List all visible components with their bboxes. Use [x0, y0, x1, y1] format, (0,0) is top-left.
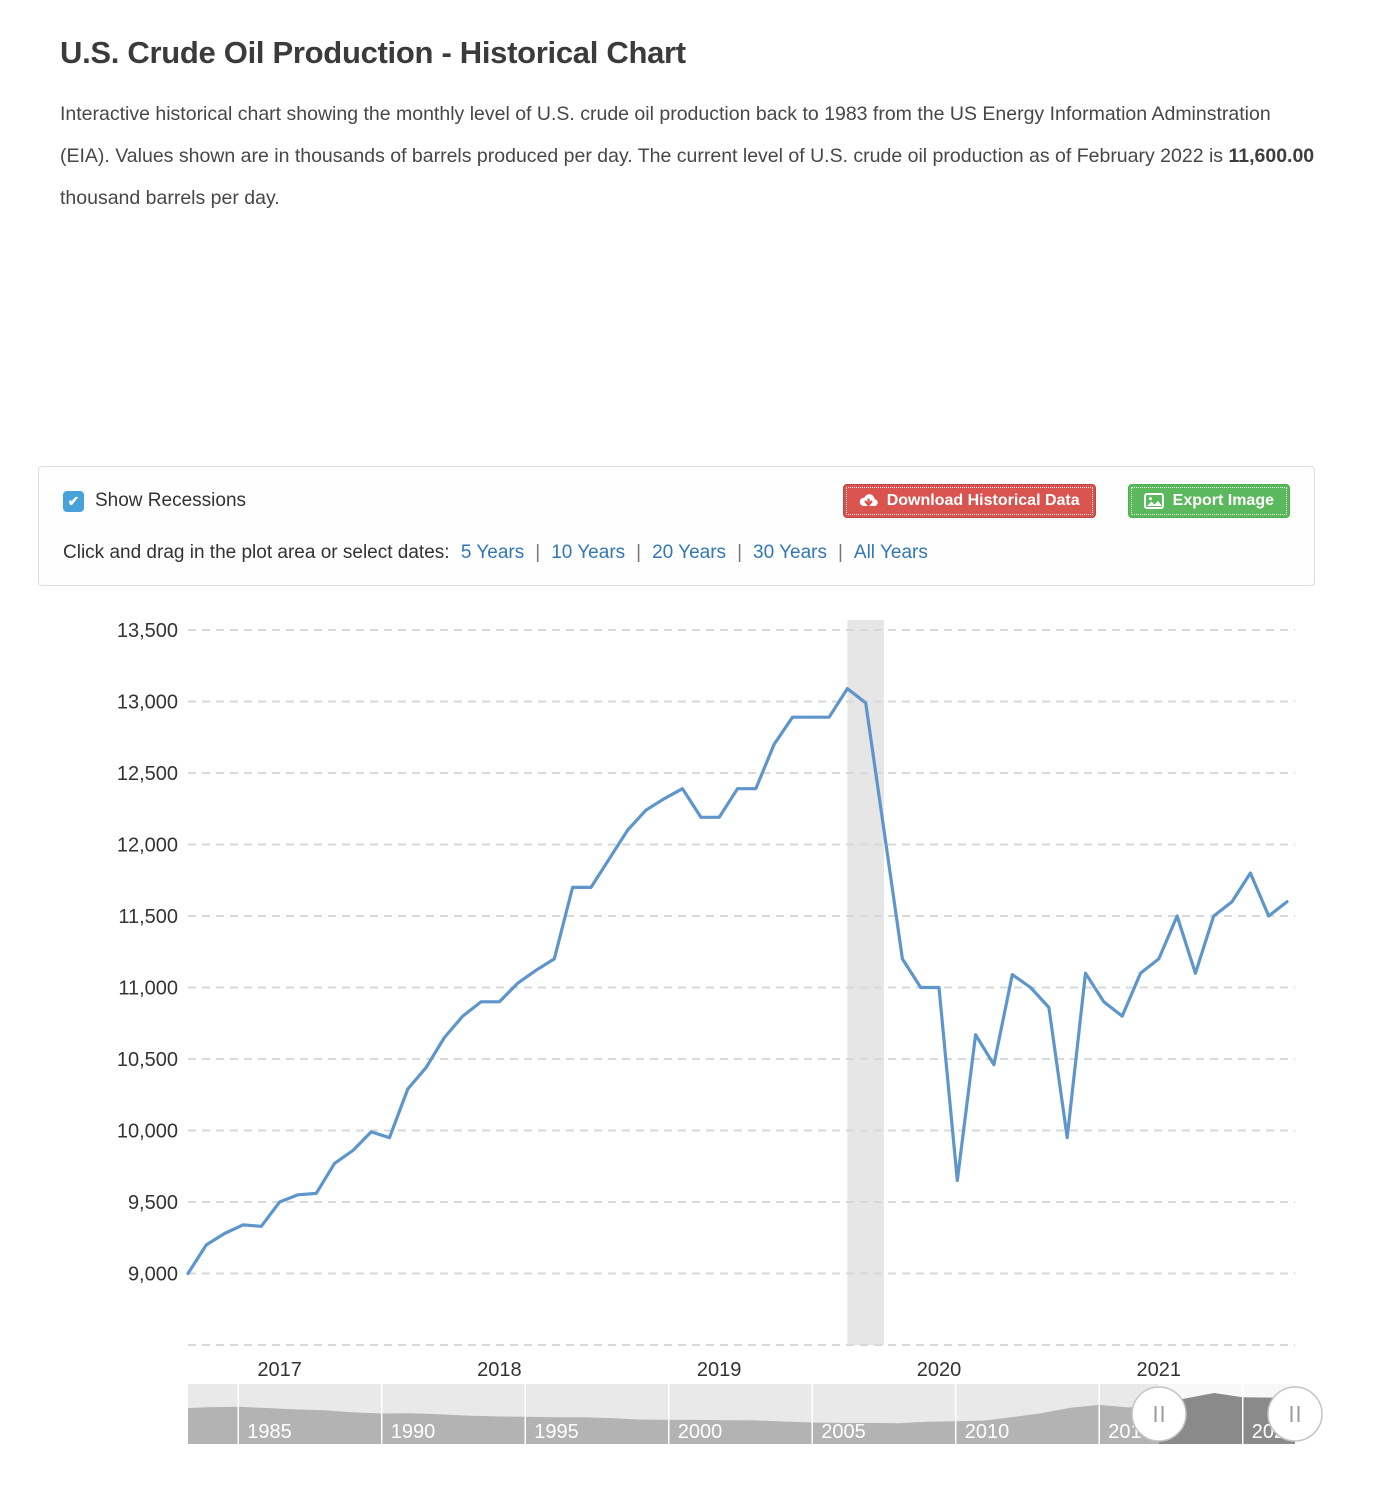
navigator-year-label: 2005: [821, 1421, 866, 1443]
navigator-year-label: 2010: [965, 1421, 1010, 1443]
show-recessions-label: Show Recessions: [95, 490, 247, 511]
plot-area[interactable]: [188, 620, 1295, 1345]
y-axis-label: 13,000: [117, 692, 178, 714]
export-image-button[interactable]: Export Image: [1127, 484, 1290, 518]
recession-band: [847, 620, 885, 1345]
range-link-all-years[interactable]: All Years: [853, 542, 928, 563]
page-title: U.S. Crude Oil Production - Historical C…: [60, 35, 686, 70]
range-link-10-years[interactable]: 10 Years: [551, 542, 626, 563]
download-button-label: Download Historical Data: [886, 492, 1080, 509]
production-line: [186, 686, 1289, 1276]
page-header: U.S. Crude Oil Production - Historical C…: [0, 0, 1393, 219]
y-axis-label: 11,000: [118, 978, 178, 1000]
range-links: 5 Years | 10 Years | 20 Years | 30 Years | All Y…: [461, 542, 928, 563]
navigator-year-label: 1995: [534, 1421, 579, 1443]
navigator[interactable]: 19851990199520002005201020152020: [188, 1384, 1323, 1444]
current-value: 11,600.00: [1228, 145, 1315, 168]
y-axis-label: 13,500: [117, 620, 178, 642]
x-axis-label: 2017: [257, 1359, 302, 1381]
export-image-icon: [1143, 493, 1164, 509]
description-text: Interactive historical chart showing the…: [60, 103, 1271, 168]
download-cloud-icon: [859, 493, 878, 506]
range-separator: |: [636, 542, 642, 563]
y-axis-label: 12,500: [117, 763, 178, 785]
y-axis-label: 10,500: [117, 1049, 178, 1071]
y-axis-label: 9,500: [128, 1192, 178, 1214]
range-link-20-years[interactable]: 20 Years: [652, 542, 727, 563]
navigator-handle-right[interactable]: [1267, 1386, 1323, 1442]
x-axis-label: 2019: [697, 1359, 742, 1381]
chart-controls-panel: ✔ Show Recessions Download Historical Da…: [38, 466, 1315, 586]
navigator-handle-left[interactable]: [1131, 1386, 1187, 1442]
description-text-end: thousand barrels per day.: [60, 187, 280, 210]
range-prompt: Click and drag in the plot area or selec…: [63, 542, 450, 563]
range-link-30-years[interactable]: 30 Years: [753, 542, 827, 563]
x-axis-label: 2018: [477, 1359, 522, 1381]
y-axis-label: 11,500: [118, 906, 178, 928]
y-axis-label: 9,000: [128, 1264, 178, 1286]
navigator-selected-silhouette: [1159, 1393, 1295, 1444]
navigator-year-label: 1990: [391, 1421, 436, 1443]
handle-circle: [1131, 1386, 1187, 1442]
show-recessions-checkbox[interactable]: ✔: [63, 490, 84, 512]
y-axis-label: 12,000: [117, 835, 178, 857]
range-separator: |: [535, 542, 541, 563]
range-link-5-years[interactable]: 5 Years: [460, 542, 525, 563]
navigator-year-label: 2000: [678, 1421, 723, 1443]
navigator-silhouette: [188, 1393, 1295, 1444]
x-axis-label: 2021: [1137, 1359, 1182, 1381]
range-separator: |: [837, 542, 843, 563]
crude-oil-production-chart[interactable]: 13,500 13,000 12,500 12,000 11,500 11,000 10,5…: [0, 600, 1393, 1488]
checkmark-icon: ✔: [67, 493, 80, 509]
x-axis-label: 2020: [917, 1359, 962, 1381]
y-axis-label: 10,000: [117, 1121, 178, 1143]
navigator-year-label: 1985: [247, 1421, 292, 1443]
page-description: Interactive historical chart showing the…: [60, 93, 1318, 219]
export-button-label: Export Image: [1172, 492, 1274, 509]
handle-circle: [1267, 1386, 1323, 1442]
range-separator: |: [737, 542, 742, 563]
download-historical-data-button[interactable]: Download Historical Data: [842, 484, 1096, 518]
